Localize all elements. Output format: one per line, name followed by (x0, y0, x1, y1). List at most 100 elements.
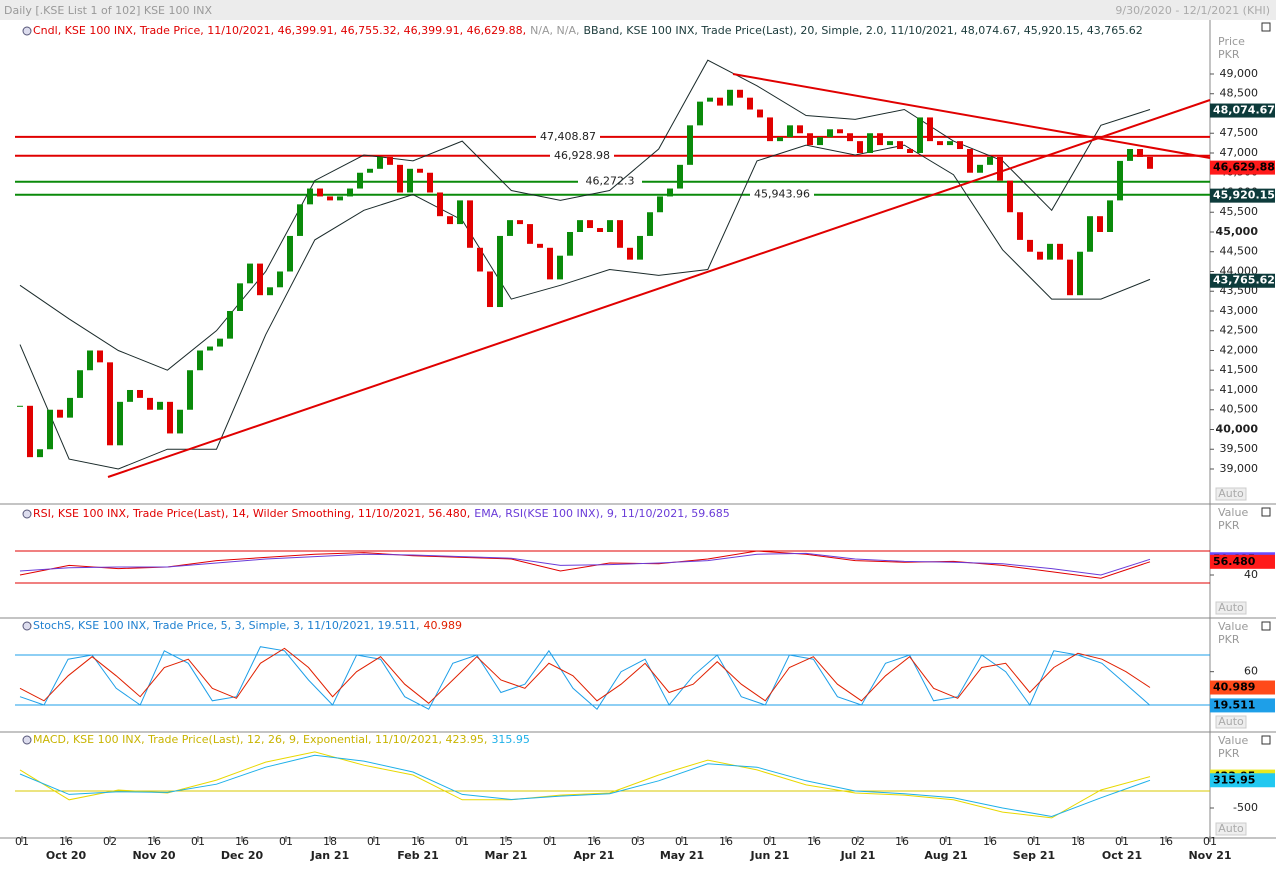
pane-control[interactable] (1261, 22, 1271, 32)
legend-icon (22, 621, 32, 631)
x-tick-label: 16 (587, 835, 601, 848)
axis-title: Value (1218, 734, 1248, 747)
x-tick-label: 16 (411, 835, 425, 848)
y-tick-label: 60 (1244, 665, 1258, 678)
x-tick-label: 03 (631, 835, 645, 848)
legend-item: StochS, KSE 100 INX, Trade Price, 5, 3, … (33, 619, 420, 632)
pane-control[interactable] (1261, 621, 1271, 631)
month-label: Sep 21 (1013, 849, 1055, 862)
candle (967, 149, 973, 173)
candle (597, 228, 603, 232)
candle (1127, 149, 1133, 161)
y-tick-label: 47,500 (1220, 126, 1259, 139)
candle (797, 125, 803, 134)
axis-title: PKR (1218, 48, 1240, 61)
level-label: 45,943.96 (754, 188, 810, 201)
candle (17, 405, 23, 407)
candle (707, 97, 713, 102)
auto-label[interactable]: Auto (1218, 822, 1244, 835)
y-tick-label: 42,500 (1220, 324, 1259, 337)
candle (1087, 216, 1093, 252)
auto-label[interactable]: Auto (1218, 715, 1244, 728)
legend-item: EMA, RSI(KSE 100 INX), 9, 11/10/2021, 59… (474, 507, 729, 520)
y-tick-label: 41,000 (1220, 383, 1259, 396)
candle (167, 401, 173, 434)
candle (697, 101, 703, 126)
candle (977, 164, 983, 173)
x-tick-label: 01 (543, 835, 557, 848)
last-value-box (1210, 773, 1275, 788)
x-tick-label: 18 (1071, 835, 1085, 848)
auto-button[interactable] (1215, 487, 1247, 501)
legend-icon (22, 26, 32, 36)
x-tick-label: 16 (59, 835, 73, 848)
candle (657, 196, 663, 213)
month-label: Mar 21 (485, 849, 528, 862)
month-label: Nov 20 (132, 849, 175, 862)
month-label: May 21 (660, 849, 704, 862)
auto-button[interactable] (1215, 715, 1247, 729)
legend: Cndl, KSE 100 INX, Trade Price, 11/10/20… (33, 24, 1143, 37)
y-tick-label: 39,000 (1220, 462, 1259, 475)
y-tick-label: 42,000 (1220, 343, 1259, 356)
pane-control[interactable] (1261, 507, 1271, 517)
candle (557, 255, 563, 280)
last-value-label: 19.511 (1213, 698, 1255, 711)
x-tick-label: 02 (103, 835, 117, 848)
last-value-label: 45,920.15 (1213, 189, 1275, 202)
candle (27, 405, 33, 458)
candle (587, 220, 593, 229)
level-label: 46,272.3 (586, 175, 635, 188)
last-value-label: 46,629.88 (1213, 161, 1275, 174)
candle (377, 156, 383, 169)
x-tick-label: 01 (367, 835, 381, 848)
candle (237, 283, 243, 311)
candle (347, 188, 353, 197)
header-bar (0, 0, 1276, 20)
y-tick-label: 49,000 (1220, 67, 1259, 80)
last-value-box (1210, 160, 1275, 175)
candle (887, 141, 893, 146)
y-tick-label: 40,500 (1220, 403, 1259, 416)
candle (487, 271, 493, 308)
indicator-line (19, 751, 1151, 819)
pane-control[interactable] (1261, 735, 1271, 745)
candle (1037, 251, 1043, 260)
candle (547, 247, 553, 280)
last-value-label: 56.480 (1213, 555, 1256, 568)
candle (97, 350, 103, 363)
x-tick-label: 01 (675, 835, 689, 848)
candle (397, 164, 403, 193)
candle (147, 397, 153, 410)
candle (417, 168, 423, 173)
x-tick-label: 16 (147, 835, 161, 848)
x-tick-label: 01 (455, 835, 469, 848)
legend-item: 315.95 (491, 733, 530, 746)
candle (1147, 156, 1153, 169)
candle (677, 164, 683, 189)
indicator-line (19, 754, 1151, 818)
candle (937, 141, 943, 146)
x-tick-label: 18 (323, 835, 337, 848)
auto-label[interactable]: Auto (1218, 487, 1244, 500)
last-value-label: 48,074.67 (1213, 104, 1275, 117)
legend-item: RSI, KSE 100 INX, Trade Price(Last), 14,… (33, 507, 470, 520)
auto-label[interactable]: Auto (1218, 601, 1244, 614)
candle (277, 271, 283, 288)
auto-button[interactable] (1215, 601, 1247, 615)
candle (917, 117, 923, 153)
candle (217, 338, 223, 347)
legend-item: BBand, KSE 100 INX, Trade Price(Last), 2… (583, 24, 1142, 37)
candle (287, 235, 293, 272)
candle (37, 449, 43, 458)
x-tick-label: 16 (1159, 835, 1173, 848)
auto-button[interactable] (1215, 822, 1247, 836)
y-tick-label: 45,500 (1220, 205, 1259, 218)
candle (387, 156, 393, 165)
last-value-box (1210, 698, 1275, 713)
candle (47, 409, 53, 450)
x-tick-label: 01 (1027, 835, 1041, 848)
candle (227, 310, 233, 339)
indicator-line (19, 646, 1151, 710)
candle (1067, 259, 1073, 296)
